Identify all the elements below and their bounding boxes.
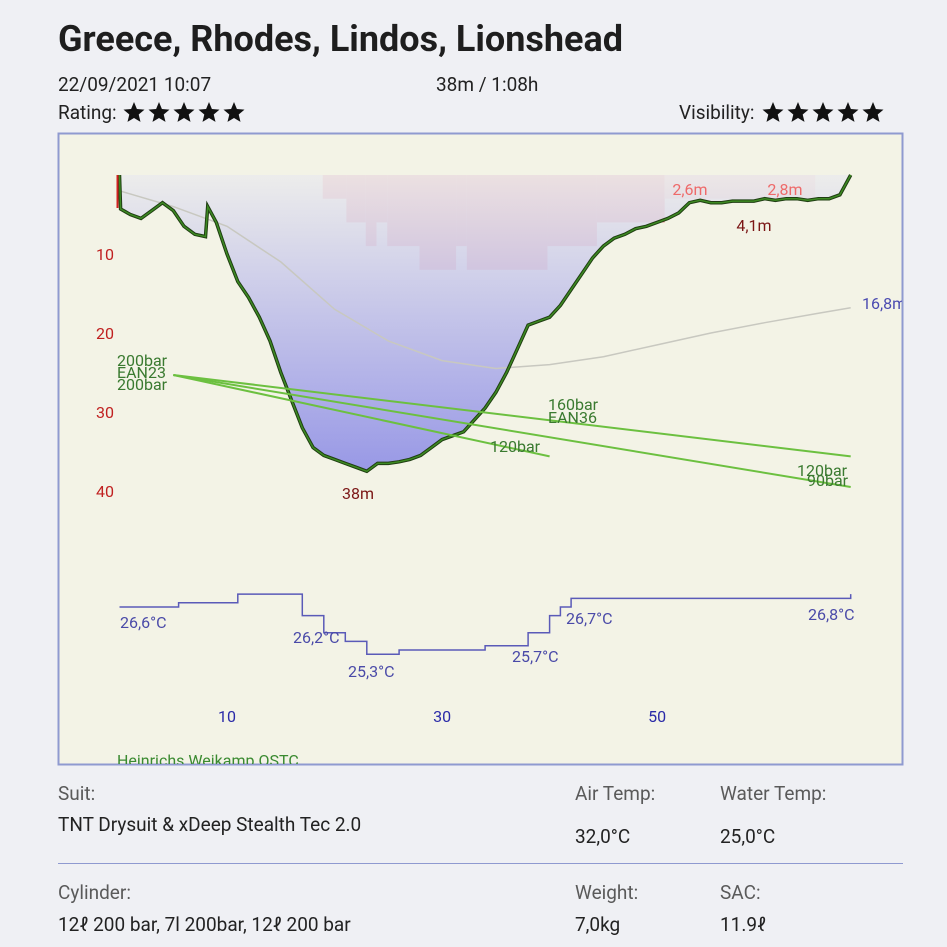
cylinder-value: 12ℓ 200 bar, 7l 200bar, 12ℓ 200 bar [58,913,351,936]
pressure-line [173,374,550,458]
cylinder-label: Cylinder: [58,881,131,904]
annotation: 25,7°C [512,647,559,666]
pressure-line [173,374,851,458]
mean-depth-line [119,190,851,370]
depth-line [118,174,852,473]
water-temp-value: 25,0°C [720,825,776,848]
annotation: 26,7°C [566,609,613,628]
x-tick-label: 50 [648,707,666,726]
suit-value: TNT Drysuit & xDeep Stealth Tec 2.0 [58,813,362,836]
y-tick-label: 30 [96,403,114,422]
annotation: 160bar [548,395,599,414]
separator [58,863,903,864]
x-tick-label: 10 [218,707,236,726]
sac-label: SAC: [720,881,761,904]
annotation: Heinrichs Weikamp OSTC _ [117,751,311,770]
x-tick-label: 30 [433,707,451,726]
annotation: 26,8°C [808,605,855,624]
pressure-line [173,374,851,488]
annotation: 2,6m [672,180,707,199]
air-temp-value: 32,0°C [575,825,631,848]
annotation: 4,1m [736,216,771,235]
star [223,102,245,122]
sac-value: 11.9ℓ [720,913,767,936]
rating-label: Rating: [58,101,117,124]
annotation: EAN23 [117,363,166,382]
annotation: 26,2°C [293,628,340,647]
annotation: EAN36 [548,408,597,427]
visibility-label: Visibility: [679,101,755,124]
annotation: 200bar [117,351,168,370]
annotation: 2,8m [767,180,802,199]
star [198,102,220,122]
annotation: 38m [342,484,374,503]
star [173,102,195,122]
y-tick-label: 10 [96,245,114,264]
dive-datetime: 22/09/2021 10:07 [58,73,212,96]
annotation: 16,8m [862,294,906,313]
annotation: 120bar [797,461,848,480]
y-tick-label: 40 [96,482,114,501]
annotation: 200bar [117,375,168,394]
annotation: 120bar [490,437,541,456]
star [123,102,145,122]
air-temp-label: Air Temp: [575,782,656,805]
annotation: 25,3°C [348,662,395,681]
annotation: 26,6°C [120,613,167,632]
water-temp-label: Water Temp: [720,782,827,805]
star [762,102,784,122]
dive-summary: 38m / 1:08h [436,73,539,96]
dive-title: Greece, Rhodes, Lindos, Lionshead [58,18,624,60]
suit-label: Suit: [58,782,96,805]
weight-label: Weight: [575,881,639,904]
annotation: 90bar [807,471,849,490]
star [862,102,884,122]
star [837,102,859,122]
y-tick-label: 20 [96,324,114,343]
star [812,102,834,122]
weight-value: 7,0kg [575,913,621,936]
star [148,102,170,122]
star [787,102,809,122]
temperature-line [119,593,852,656]
